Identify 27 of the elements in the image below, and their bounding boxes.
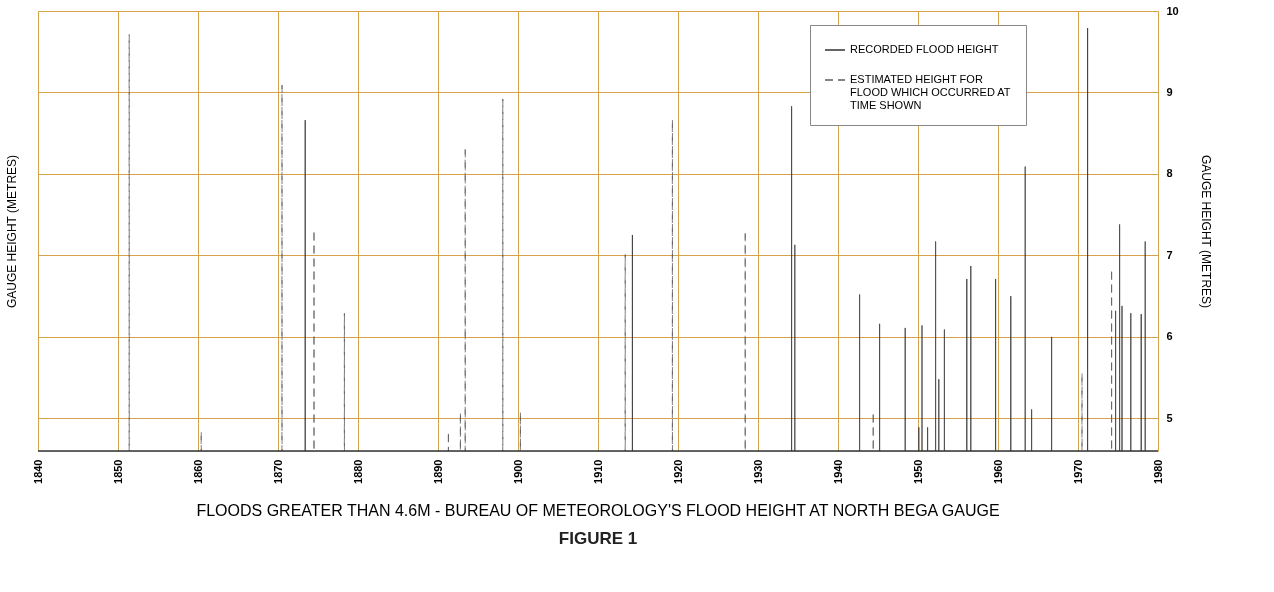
x-tick-label: 1850 [111, 459, 124, 484]
y-tick-label: 8 [1166, 167, 1173, 180]
x-tick-label: 1840 [31, 459, 44, 484]
x-tick-label: 1880 [351, 459, 364, 484]
x-tick-label: 1920 [671, 459, 684, 484]
y-axis-title: GAUGE HEIGHT (METRES) [4, 154, 19, 309]
x-tick-label: 1870 [271, 459, 284, 484]
x-tick-label: 1910 [591, 459, 604, 484]
x-tick-label: 1900 [511, 459, 524, 484]
x-tick-label: 1940 [831, 459, 844, 484]
x-tick-label: 1950 [911, 459, 924, 484]
x-tick-label: 1970 [1071, 459, 1084, 484]
text: GAUGE HEIGHT (METRES) [1198, 154, 1213, 309]
text: FIGURE 1 [558, 529, 638, 549]
y-tick-label: 5 [1166, 411, 1173, 424]
y-tick-label: 9 [1166, 85, 1173, 98]
legend-label: ESTIMATED HEIGHT FOR FLOOD WHICH OCCURRED AT TIME SHOWN [850, 73, 1011, 111]
text: FLOODS GREATER THAN 4.6M - BUREAU OF METEOROLOGY'S FLOOD HEIGHT AT NORTH BEGA GAUGE [196, 502, 1000, 520]
y-tick-label: 6 [1166, 330, 1173, 343]
x-tick-label: 1890 [431, 459, 444, 484]
y-tick-label: 10 [1166, 4, 1179, 17]
x-tick-label: 1980 [1151, 459, 1164, 484]
legend-label: RECORDED FLOOD HEIGHT [850, 43, 999, 55]
x-tick-label: 1930 [751, 459, 764, 484]
x-tick-label: 1860 [191, 459, 204, 484]
y-tick-label: 7 [1166, 248, 1173, 261]
x-tick-label: 1960 [991, 459, 1004, 484]
